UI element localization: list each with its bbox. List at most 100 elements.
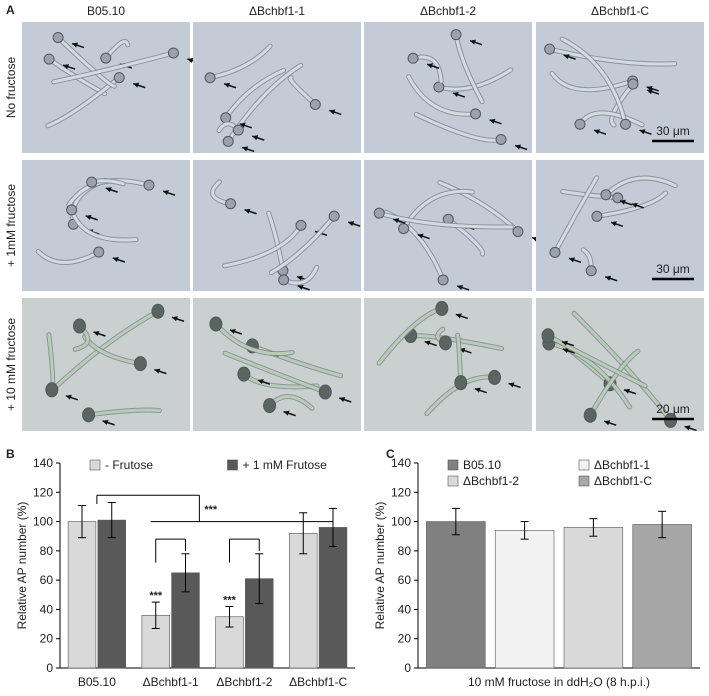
hypha-core (269, 214, 336, 275)
error-bar (181, 553, 190, 593)
arrow-head (339, 396, 346, 402)
appressorium (263, 398, 277, 414)
bar (426, 521, 486, 669)
legend-label: B05.10 (463, 458, 501, 472)
appressorium (237, 366, 251, 382)
y-tick-label: 40 (398, 602, 412, 616)
appressorium (222, 135, 234, 147)
micrograph (364, 298, 532, 431)
legend-label: ΔBchbf1-2 (463, 474, 519, 488)
micrograph (536, 22, 704, 153)
appressorium (512, 226, 524, 238)
arrow-head (515, 144, 522, 150)
arrow-head (329, 109, 336, 115)
arrow-head (470, 39, 477, 45)
y-tick-label: 120 (33, 485, 53, 499)
appressorium (454, 375, 468, 391)
appressorium (93, 246, 105, 258)
panel-label: C (386, 447, 395, 461)
micrograph (22, 298, 190, 431)
micrograph (536, 298, 704, 432)
x-tick-label: ΔBchbf1-C (289, 675, 347, 689)
arrow-head (252, 135, 259, 141)
panel-label: B (6, 447, 15, 461)
arrow-head (85, 214, 92, 220)
appressorium (627, 78, 639, 90)
panel-label: A (6, 3, 15, 17)
appressorium (407, 52, 419, 64)
appressorium (488, 369, 502, 385)
bar (318, 527, 348, 669)
y-tick-label: 140 (391, 456, 411, 470)
arrow-head (604, 420, 611, 426)
arrow-head (348, 221, 355, 227)
appressorium (309, 98, 321, 110)
appressorium (278, 274, 290, 286)
y-tick-label: 20 (398, 632, 412, 646)
appressorium (318, 384, 332, 400)
column-label: B05.10 (87, 4, 125, 18)
y-tick-label: 60 (40, 573, 54, 587)
appressorium (373, 207, 385, 219)
hypha-core (53, 309, 160, 390)
bar (67, 521, 97, 669)
appressorium (591, 210, 603, 222)
arrow-head (417, 233, 424, 239)
arrow-head (133, 82, 140, 88)
hypha-core (572, 311, 673, 422)
legend-swatch (447, 475, 459, 487)
micrograph-bg (364, 298, 532, 431)
appressorium (167, 47, 179, 59)
error-bar (451, 507, 460, 536)
arrow-head (610, 221, 617, 227)
bar (494, 530, 555, 669)
bar (632, 524, 692, 669)
annotation: *** (223, 595, 237, 607)
error-bar (107, 502, 116, 539)
hypha-core (407, 75, 478, 116)
micrograph-bg (536, 22, 704, 153)
hypha-core (52, 51, 175, 84)
arrow-head (154, 368, 161, 374)
micrograph (364, 160, 545, 291)
arrow-head (163, 190, 170, 196)
column-label: ΔBchbf1-C (591, 4, 649, 18)
micrograph (193, 22, 361, 153)
arrow-head (619, 199, 626, 205)
appressorium (544, 43, 556, 55)
arrow-head (93, 331, 100, 337)
arrow-head (171, 316, 178, 322)
error-bar (520, 521, 529, 540)
appressorium (225, 198, 237, 210)
appressorium (232, 124, 244, 136)
scale-bar-label: 30 μm (656, 262, 690, 276)
error-bar (255, 553, 264, 605)
arrow-head (568, 257, 575, 263)
appressorium (72, 318, 86, 334)
micrograph (536, 160, 704, 291)
arrow-head (508, 382, 515, 388)
y-tick-label: 0 (404, 661, 411, 675)
appressorium (541, 328, 555, 344)
appressorium (151, 303, 165, 319)
arrow-head (244, 208, 251, 214)
hypha-core (208, 44, 272, 80)
appressorium (295, 219, 307, 231)
arrow-head (187, 57, 194, 63)
micrograph (193, 298, 361, 431)
appressorium (585, 265, 597, 277)
appressorium (600, 189, 612, 201)
annotation: *** (204, 504, 218, 516)
appressorium (583, 407, 597, 423)
arrow-head (562, 348, 569, 354)
bar (289, 532, 318, 669)
appressorium (438, 335, 452, 351)
arrow-head (427, 63, 434, 69)
bar (97, 519, 126, 669)
hypha-core (288, 76, 317, 106)
appressorium (209, 316, 223, 332)
error-bar (225, 606, 234, 628)
arrow-head (105, 187, 112, 193)
row-label: + 1mM fructose (4, 184, 18, 267)
